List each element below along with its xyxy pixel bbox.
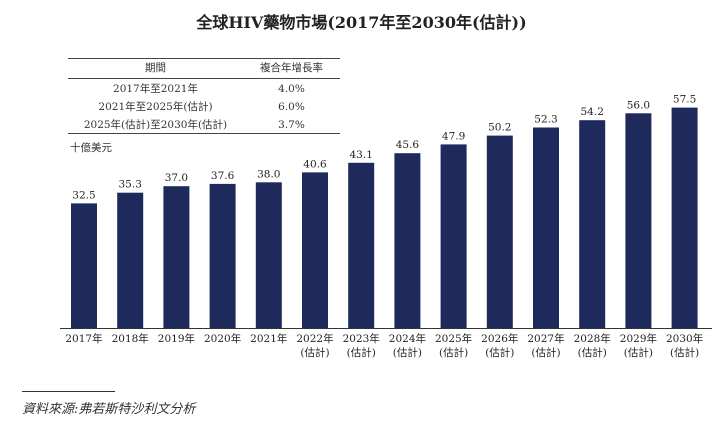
cagr-period-cell: 2017年至2021年: [113, 83, 198, 95]
x-tick-label: 2022年: [296, 332, 333, 345]
bar-2028年: [579, 120, 606, 328]
data-label: 50.2: [488, 122, 511, 134]
x-tick-label: 2030年: [666, 332, 703, 345]
cagr-table: 期間 複合年增長率 2017年至2021年 4.0% 2021年至2025年(估…: [68, 58, 340, 134]
cagr-table-row: 2025年(估計)至2030年(估計) 3.7%: [68, 115, 340, 134]
cagr-period-cell: 2021年至2025年(估計): [98, 101, 213, 113]
bar-2024年: [394, 153, 421, 328]
data-label: 35.3: [119, 179, 142, 191]
cagr-rate-cell: 4.0%: [278, 82, 305, 95]
x-tick-label: 2020年: [204, 332, 241, 345]
data-label: 47.9: [442, 130, 465, 142]
bar-2019年: [163, 186, 190, 328]
x-tick-label: (估計): [531, 346, 560, 359]
bar-2018年: [117, 192, 144, 328]
bar-2025年: [440, 144, 467, 328]
data-label: 38.0: [257, 168, 280, 180]
x-tick-label: 2021年: [250, 332, 287, 345]
x-tick-label: (估計): [439, 346, 468, 359]
data-label: 54.2: [581, 106, 604, 118]
bar-2017年: [71, 203, 97, 328]
x-tick-label: (估計): [300, 346, 329, 359]
x-tick-label: (估計): [624, 346, 653, 359]
data-label: 57.5: [673, 94, 696, 106]
x-tick-label: 2026年: [481, 332, 518, 345]
data-label: 37.0: [165, 172, 188, 184]
x-tick-label: (估計): [393, 346, 422, 359]
x-tick-label: 2018年: [112, 332, 149, 345]
x-tick-label: 2019年: [158, 332, 195, 345]
source-note: 資料來源:弗若斯特沙利文分析: [22, 402, 196, 417]
cagr-period-cell: 2025年(估計)至2030年(估計): [68, 115, 243, 134]
bar-2029年: [625, 113, 652, 328]
bar-2021年: [255, 182, 282, 328]
data-label: 37.6: [211, 170, 235, 182]
x-tick-label: 2024年: [389, 332, 426, 345]
cagr-table-header-row: 期間 複合年增長率: [68, 58, 340, 79]
bar-2026年: [486, 135, 513, 328]
x-tick-label: (估計): [670, 346, 699, 359]
x-tick-label: (估計): [485, 346, 514, 359]
bar-2022年: [302, 172, 328, 328]
x-tick-label: 2023年: [343, 332, 380, 345]
chart-title: 全球HIV藥物市場(2017年至2030年(估計)): [196, 13, 527, 32]
cagr-header-rate: 複合年增長率: [243, 58, 340, 79]
bar-2030年: [671, 107, 698, 328]
data-label: 32.5: [72, 189, 95, 201]
y-axis-unit-label: 十億美元: [70, 142, 112, 154]
cagr-header-period: 期間: [68, 58, 243, 79]
x-tick-label: 2029年: [620, 332, 657, 345]
cagr-rate-cell: 6.0%: [278, 100, 305, 113]
cagr-table-row: 2021年至2025年(估計) 6.0%: [68, 97, 340, 115]
cagr-table-row: 2017年至2021年 4.0%: [68, 79, 340, 98]
bar-2023年: [348, 162, 375, 328]
data-label: 56.0: [627, 99, 650, 111]
data-label: 40.6: [303, 158, 327, 170]
data-label: 45.6: [396, 139, 420, 151]
cagr-rate-cell: 3.7%: [243, 115, 340, 134]
x-tick-label: 2025年: [435, 332, 472, 345]
source-divider: [22, 391, 115, 392]
bar-2027年: [533, 127, 559, 328]
x-tick-label: (估計): [578, 346, 607, 359]
x-tick-label: 2017年: [65, 332, 102, 345]
x-tick-label: 2027年: [527, 332, 564, 345]
data-label: 43.1: [350, 149, 373, 161]
x-tick-label: (估計): [347, 346, 376, 359]
bar-2020年: [209, 183, 236, 328]
x-tick-label: 2028年: [574, 332, 611, 345]
data-label: 52.3: [534, 114, 557, 126]
